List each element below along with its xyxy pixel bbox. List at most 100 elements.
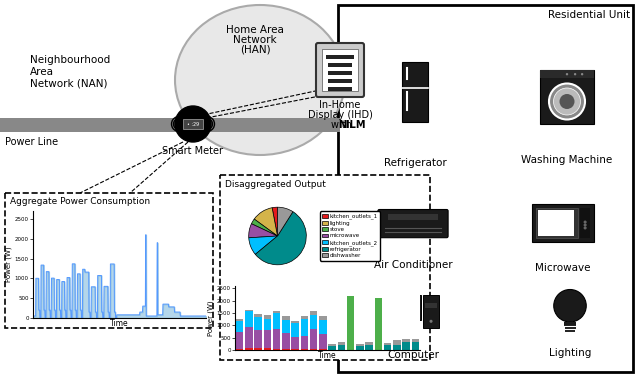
FancyBboxPatch shape (378, 210, 448, 238)
Bar (220, 175, 430, 360)
Text: Microwave: Microwave (535, 263, 591, 273)
Bar (264, 348, 271, 350)
Text: Home Area: Home Area (226, 25, 284, 35)
Ellipse shape (175, 5, 345, 155)
Wedge shape (278, 207, 293, 236)
Bar (390, 297, 419, 317)
Circle shape (554, 88, 580, 115)
Bar (291, 323, 299, 337)
Text: NILM: NILM (338, 120, 365, 130)
Bar (319, 349, 326, 350)
Bar (532, 204, 594, 242)
Bar (273, 329, 280, 349)
Text: Computer: Computer (387, 350, 439, 360)
Bar (310, 315, 317, 329)
Circle shape (584, 227, 587, 230)
Bar (328, 344, 336, 346)
Legend: kitchen_outlets_1, lighting, stove, microwave, kitchen_outlets_2, refrigerator, : kitchen_outlets_1, lighting, stove, micr… (320, 211, 380, 261)
Bar (388, 295, 420, 320)
FancyBboxPatch shape (316, 43, 364, 97)
Bar (384, 345, 391, 350)
Bar (564, 322, 576, 326)
Bar (5, 193, 213, 328)
Bar (282, 316, 289, 320)
Bar (403, 342, 410, 350)
Bar (423, 295, 440, 328)
Text: Residential Unit: Residential Unit (548, 10, 630, 20)
Bar (301, 316, 308, 319)
Bar (328, 63, 352, 67)
Bar (403, 339, 410, 342)
Bar (540, 70, 594, 78)
Bar (356, 344, 364, 346)
Ellipse shape (175, 106, 211, 142)
Bar (403, 62, 428, 122)
Text: Network: Network (233, 35, 277, 45)
Bar (425, 303, 437, 308)
X-axis label: Time: Time (318, 351, 337, 360)
Bar (282, 333, 289, 349)
Bar (338, 345, 345, 350)
Text: Smart Meter: Smart Meter (163, 146, 223, 156)
Wedge shape (254, 208, 278, 236)
Text: with: with (331, 120, 355, 130)
Bar (536, 208, 577, 238)
Bar (255, 348, 262, 350)
Bar (291, 322, 299, 323)
Bar (565, 329, 575, 332)
Bar (255, 317, 262, 330)
Bar (328, 346, 336, 350)
Bar (264, 316, 271, 319)
Bar (301, 349, 308, 350)
Bar (310, 311, 317, 315)
Text: Display (IHD): Display (IHD) (308, 110, 372, 120)
Wedge shape (249, 224, 278, 238)
Bar (564, 326, 575, 329)
Bar (580, 208, 591, 238)
Bar (282, 349, 289, 350)
Bar (273, 313, 280, 329)
Circle shape (559, 94, 575, 109)
Bar (338, 342, 345, 345)
Bar (356, 346, 364, 350)
Circle shape (554, 290, 586, 322)
Circle shape (566, 73, 568, 75)
Bar (412, 342, 419, 350)
Bar (540, 70, 594, 124)
Text: Aggregate Power Consumption: Aggregate Power Consumption (10, 197, 150, 206)
Bar (338, 5, 633, 372)
Bar (322, 49, 358, 91)
Text: Neighbourhood: Neighbourhood (30, 55, 110, 65)
Bar (328, 79, 352, 83)
Bar (328, 71, 352, 75)
Bar (245, 310, 253, 311)
Y-axis label: Power (W): Power (W) (207, 300, 214, 336)
Text: Disaggregated Output: Disaggregated Output (225, 180, 326, 189)
Bar (301, 319, 308, 336)
Text: Lighting: Lighting (549, 348, 591, 358)
Bar (310, 349, 317, 350)
Bar (384, 343, 391, 345)
Bar (264, 330, 271, 348)
Circle shape (584, 221, 587, 224)
Circle shape (584, 224, 587, 227)
Bar (326, 55, 354, 59)
Bar (273, 349, 280, 350)
Bar (236, 332, 243, 349)
Bar (412, 339, 419, 342)
Bar (183, 119, 203, 129)
Bar (301, 336, 308, 349)
Bar (347, 296, 355, 350)
Circle shape (581, 73, 583, 75)
Bar (291, 349, 299, 350)
Text: Refrigerator: Refrigerator (383, 158, 446, 168)
Bar (365, 345, 373, 350)
Bar (264, 319, 271, 330)
Circle shape (429, 320, 433, 323)
Text: Washing Machine: Washing Machine (522, 155, 612, 165)
Bar (374, 298, 382, 350)
Bar (255, 314, 262, 317)
Wedge shape (255, 211, 307, 265)
Wedge shape (272, 207, 278, 236)
Bar (365, 342, 373, 345)
